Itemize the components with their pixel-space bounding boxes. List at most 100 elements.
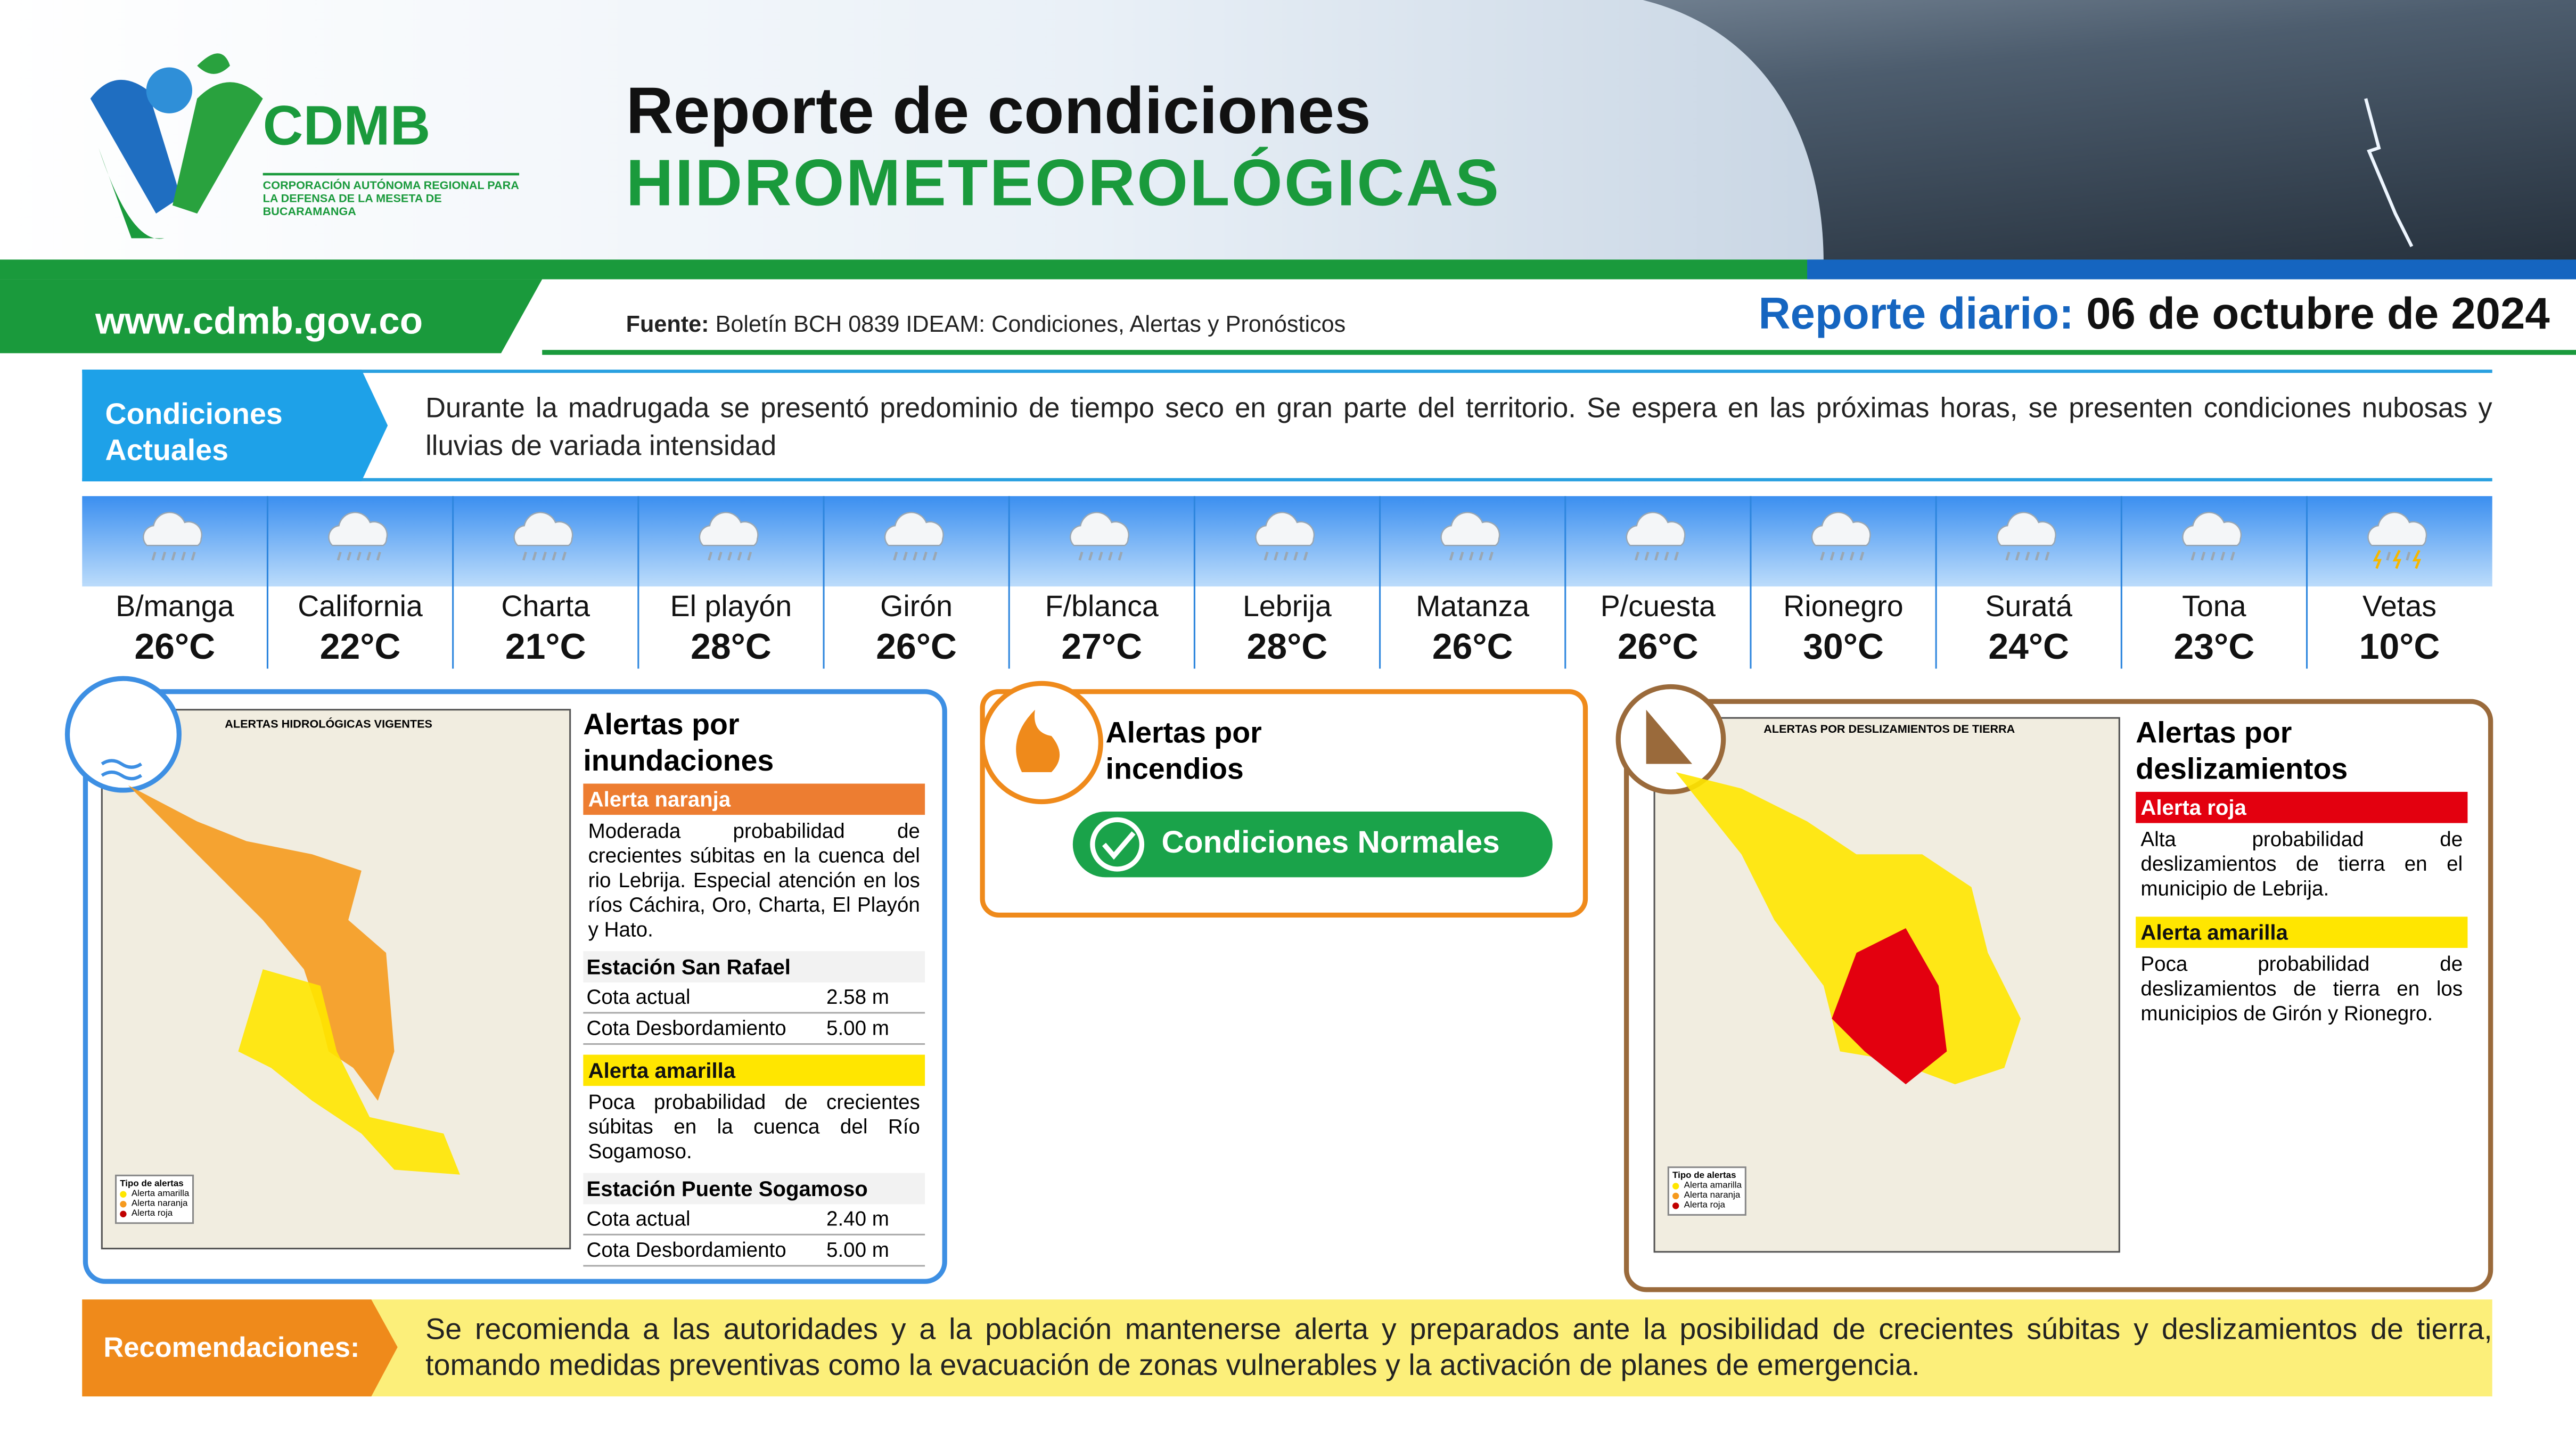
alert-level: Alerta amarilla: [583, 1054, 925, 1086]
source-label: Fuente:: [626, 310, 709, 337]
raindrop: [747, 551, 752, 561]
city-name: Girón: [880, 590, 953, 623]
legend-title: Tipo de alertas: [120, 1180, 184, 1190]
city-temperature: 28°C: [1246, 626, 1328, 667]
weather-icon: [1070, 512, 1129, 561]
city-temperature: 23°C: [2173, 626, 2255, 667]
logo-mark: [90, 53, 263, 239]
flood-alerts: Alertas por inundaciones Alerta naranja Mo…: [583, 707, 925, 1267]
raindrop: [1303, 551, 1308, 561]
logo-subtitle: CORPORACIÓN AUTÓNOMA REGIONAL PARA LA DE…: [262, 181, 519, 219]
legend-item: Alerta naranja: [1672, 1191, 1742, 1201]
raindrop: [1283, 551, 1289, 561]
weather-icon: [1440, 512, 1500, 561]
city-temperature: 22°C: [319, 626, 401, 667]
raindrop: [542, 551, 547, 561]
weather-icon: [513, 512, 573, 561]
cloud: [699, 512, 759, 546]
raindrop: [1459, 551, 1464, 561]
raindrop: [1674, 551, 1679, 561]
legend-label: Alerta amarilla: [131, 1189, 190, 1200]
city-name: Charta: [501, 590, 590, 623]
station-row: Cota actual 2.58 m: [583, 983, 925, 1014]
station-value: 2.40 m: [826, 1207, 889, 1231]
raindrop: [1088, 551, 1094, 561]
city-name: Tona: [2182, 590, 2246, 623]
raindrop: [2045, 551, 2050, 561]
city-temperature: 24°C: [1988, 626, 2070, 667]
alert-text: Alta probabilidad de deslizamientos de t…: [2140, 828, 2463, 900]
raindrop: [1820, 551, 1825, 561]
raindrop: [1449, 551, 1454, 561]
report-date: Reporte diario: 06 de octubre de 2024: [1758, 289, 2549, 340]
weather-icon: [699, 512, 759, 561]
city-name: B/manga: [116, 590, 234, 623]
raindrop: [2015, 551, 2020, 561]
raindrop: [913, 551, 918, 561]
cloud: [1996, 512, 2056, 546]
landslide-map-legend: Tipo de alertas Alerta amarilla Alerta nar…: [1667, 1166, 1747, 1216]
alert-level: Alerta amarilla: [2136, 916, 2468, 948]
alert-text: Poca probabilidad de crecientes súbitas …: [588, 1091, 920, 1164]
raindrop: [1840, 551, 1845, 561]
station-name: Estación San Rafael: [583, 951, 925, 983]
legend-label: Alerta roja: [1684, 1201, 1726, 1211]
raindrop: [1293, 551, 1299, 561]
legend-swatch: [120, 1201, 127, 1208]
city-name: Suratá: [1985, 590, 2073, 623]
cloud: [1626, 512, 1686, 546]
alert-level: Alerta roja: [2136, 791, 2468, 823]
city-temperature: 26°C: [876, 626, 957, 667]
raindrop: [903, 551, 908, 561]
raindrop: [1634, 551, 1640, 561]
city-temperature: 26°C: [1618, 626, 1699, 667]
station-row: Cota Desbordamiento 5.00 m: [583, 1235, 925, 1267]
alert-level: Alerta naranja: [583, 783, 925, 815]
legend-label: Alerta naranja: [131, 1199, 188, 1209]
lightning: [2373, 550, 2382, 569]
weather-icon: [1811, 512, 1871, 561]
conditions-label: Condiciones Actuales: [105, 397, 283, 467]
legend-item: Alerta amarilla: [1672, 1181, 1742, 1191]
city-name: Lebrija: [1243, 590, 1332, 623]
cloud: [513, 512, 573, 546]
legend-label: Alerta amarilla: [1684, 1181, 1742, 1191]
website[interactable]: www.cdmb.gov.co: [95, 299, 423, 342]
raindrop: [2220, 551, 2226, 561]
weather-icon: [1996, 512, 2056, 561]
city-name: F/blanca: [1045, 590, 1159, 623]
raindrop: [171, 551, 176, 561]
raindrop: [376, 551, 381, 561]
raindrop: [1479, 551, 1484, 561]
flood-map-title: ALERTAS HIDROLÓGICAS VIGENTES: [225, 719, 432, 731]
raindrop: [717, 551, 723, 561]
station-field: Cota actual: [586, 1207, 691, 1231]
lightning: [2392, 550, 2402, 569]
weather-icon: [884, 512, 944, 561]
raindrop: [366, 551, 372, 561]
legend-title: Tipo de alertas: [1672, 1171, 1736, 1182]
raindrop: [337, 551, 342, 561]
fire-status: Condiciones Normales: [1161, 826, 1500, 861]
alerts-title: Alertas por deslizamientos: [2136, 716, 2348, 785]
raindrop: [1078, 551, 1084, 561]
source: Fuente: Boletín BCH 0839 IDEAM: Condicio…: [626, 310, 1346, 337]
station-field: Cota Desbordamiento: [586, 1017, 786, 1040]
station-field: Cota Desbordamiento: [586, 1239, 786, 1262]
station-field: Cota actual: [586, 986, 691, 1009]
raindrop: [2386, 551, 2391, 561]
source-text: Boletín BCH 0839 IDEAM: Condiciones, Ale…: [715, 310, 1346, 337]
city-name: Rionegro: [1783, 590, 1904, 623]
cloud: [1255, 512, 1315, 546]
city-name: P/cuesta: [1600, 590, 1716, 623]
raindrop: [2005, 551, 2011, 561]
cloud: [143, 512, 203, 546]
station-value: 2.58 m: [826, 986, 889, 1009]
conditions-text: Durante la madrugada se presentó predomi…: [425, 392, 2492, 462]
alert-text: Moderada probabilidad de crecientes súbi…: [588, 820, 920, 942]
legend-item: Alerta naranja: [120, 1199, 189, 1209]
legend-swatch: [1672, 1192, 1679, 1200]
city-name: Vetas: [2362, 590, 2437, 623]
city-temperature: 21°C: [505, 626, 586, 667]
